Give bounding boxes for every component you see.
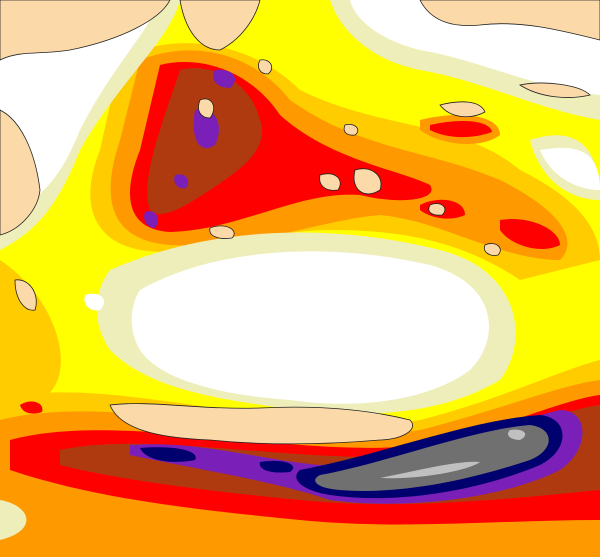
mainland-west (0, 109, 41, 236)
mainland-north (179, 0, 261, 51)
island (353, 168, 382, 195)
island (209, 225, 235, 239)
peloponnese-tip (14, 279, 37, 311)
land (0, 0, 600, 445)
crete (109, 403, 413, 445)
island (439, 101, 486, 118)
island (319, 173, 341, 191)
island (343, 123, 359, 136)
island (518, 82, 591, 98)
island (483, 243, 501, 256)
mainland-northeast (419, 0, 600, 41)
island (198, 98, 214, 119)
calm-area (0, 0, 600, 404)
island (258, 59, 273, 75)
mainland-northwest (0, 0, 171, 61)
gray-band (315, 425, 549, 491)
island (428, 203, 446, 216)
